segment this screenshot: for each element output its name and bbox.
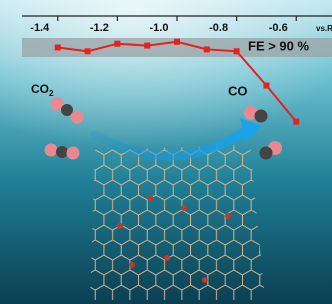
band-label: FE > 90 % <box>248 38 309 53</box>
point <box>114 41 120 47</box>
x-label: vs.RHE <box>316 24 332 33</box>
x-tick-label: -1.4 <box>30 22 50 34</box>
chart: FE > 90 % vs.RHE CO2 CO -1.4-1.2-1.0-0.8… <box>0 0 332 304</box>
point <box>263 83 269 89</box>
point <box>234 48 240 54</box>
graphene-sheet <box>80 140 280 304</box>
subscript: 2 <box>49 89 54 98</box>
x-tick-label: -1.0 <box>150 22 169 34</box>
formula: CO <box>31 82 49 96</box>
point <box>293 119 299 125</box>
x-tick-label: -1.2 <box>90 22 109 34</box>
point <box>144 43 150 49</box>
point <box>174 39 180 45</box>
point <box>204 46 210 52</box>
x-tick-label: -0.6 <box>269 22 288 34</box>
point <box>85 48 91 54</box>
product-label: CO <box>228 83 248 98</box>
x-tick-label: -0.8 <box>209 22 228 34</box>
point <box>55 45 61 51</box>
